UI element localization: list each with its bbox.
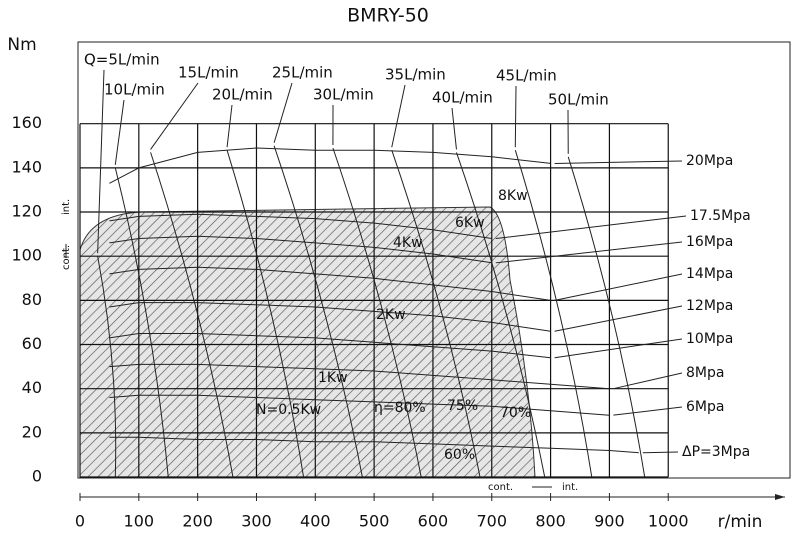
flow-line [332,147,422,478]
leader [554,273,683,301]
flow-label: Q=5L/min [84,51,160,69]
y-tick-label: 120 [11,202,42,221]
flow-label: 10L/min [104,81,165,99]
x-tick-label: 1000 [648,512,689,531]
x-tick-label: 500 [359,512,390,531]
flow-label: 40L/min [432,89,493,107]
intermittent-region [79,206,536,478]
pressure-label: 10Mpa [686,331,733,347]
annotation: 60% [444,447,475,463]
leader [613,406,683,416]
x-tick-label: 900 [594,512,625,531]
pressure-label: 6Mpa [686,399,724,415]
pressure-line [109,266,551,301]
pressure-line [109,363,610,390]
pressure-label: 8Mpa [686,365,724,381]
flow-label: 30L/min [313,86,374,104]
frame [77,41,791,479]
annotation: 4Kw [393,235,423,251]
annotation: cont. [488,482,513,493]
pressure-line [109,235,492,264]
pressure-label: 20Mpa [686,153,733,169]
leader [226,104,233,148]
pressure-line [109,436,639,454]
flow-line [150,152,234,478]
y-axis-label: Nm [7,35,36,55]
annotation: N=0.5Kw [256,402,321,418]
annotation: 75% [447,398,478,414]
x-tick-label: 100 [124,512,155,531]
y-tick-label: 140 [11,157,42,176]
y-tick-label: 160 [11,113,42,132]
annotation: 6Kw [455,215,485,231]
annotation: 2Kw [376,307,406,323]
flow-label: 50L/min [548,91,609,109]
pressure-line [109,147,551,184]
x-axis-arrow [775,494,785,500]
y-tick-label: 80 [22,290,42,309]
pressure-line [109,213,492,239]
flow-line [391,150,481,478]
leader [554,305,683,332]
leader [114,99,125,165]
leader [97,69,105,254]
x-tick-label: 700 [476,512,507,531]
pressure-label: ΔP=3Mpa [682,444,750,460]
leader [554,160,683,164]
y-tick-label: 60 [22,334,42,353]
flow-line [114,167,169,478]
annotation: 1Kw [318,370,348,386]
pressure-label: 12Mpa [686,298,733,314]
leader [514,85,517,148]
y-tick-label: 20 [22,422,42,441]
pressure-line [109,333,551,359]
pressure-label: 16Mpa [686,234,733,250]
leader [613,372,683,390]
flow-label: 35L/min [385,66,446,84]
flow-label: 25L/min [272,64,333,82]
chart-title: BMRY-50 [347,5,429,27]
x-tick-label: 400 [300,512,331,531]
x-tick-label: 800 [535,512,566,531]
pressure-label: 17.5Mpa [690,208,751,224]
leader [554,338,683,359]
flow-line [273,145,363,478]
pressure-line [109,394,610,416]
pressure-line [109,302,551,332]
x-tick-label: 300 [241,512,272,531]
flow-line [226,150,305,478]
leader [391,84,406,148]
leader [642,451,679,454]
flow-label: 20L/min [212,86,273,104]
pressure-label: 14Mpa [686,266,733,282]
leader [273,82,293,143]
annotation: int. [562,482,578,493]
y-tick-label: 0 [32,467,42,486]
flow-line [97,256,117,478]
annotation: int. [61,199,72,215]
flow-line [455,152,546,478]
annotation: 8Kw [498,188,528,204]
flow-line [514,150,593,478]
leader [495,215,687,240]
leader [451,107,457,150]
annotation: η=80% [374,400,426,416]
y-tick-label: 40 [22,378,42,397]
leader [495,241,683,264]
flow-label: 15L/min [178,64,239,82]
flow-label: 45L/min [496,67,557,85]
flow-line [567,156,646,478]
x-tick-label: 600 [418,512,449,531]
x-axis-label: r/min [718,512,763,532]
leader [150,82,199,150]
y-tick-label: 100 [11,246,42,265]
x-tick-label: 0 [75,512,85,531]
x-tick-label: 200 [182,512,213,531]
annotation: 70% [500,405,531,421]
